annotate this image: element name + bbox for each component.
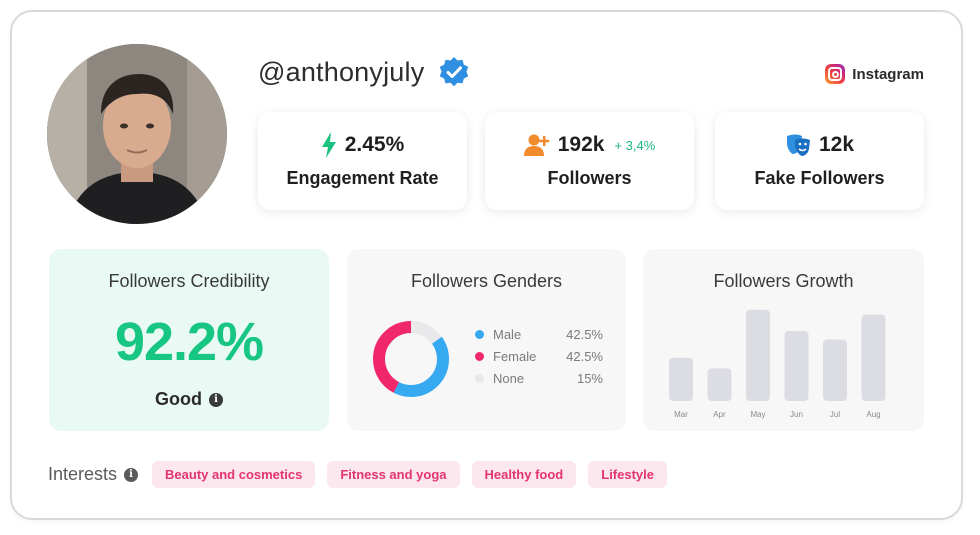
interests-row: Interests i Beauty and cosmetics Fitness… (48, 461, 679, 488)
platform-indicator: Instagram (825, 64, 924, 84)
engagement-rate-card: 2.45% Engagement Rate (258, 112, 467, 210)
interests-label: Interests (48, 464, 118, 484)
legend-item-none: None 15% (475, 367, 603, 389)
theater-masks-icon (786, 134, 810, 156)
donut-slice-female (373, 321, 449, 397)
platform-label: Instagram (852, 65, 924, 83)
none-dot (475, 373, 484, 383)
legend-label: Male (493, 326, 522, 342)
instagram-icon (825, 64, 846, 84)
interest-chip[interactable]: Beauty and cosmetics (152, 461, 316, 488)
credibility-score: 92.2% (114, 312, 264, 372)
interest-chip[interactable]: Lifestyle (588, 461, 667, 488)
profile-header: @anthonyjuly (258, 56, 470, 88)
growth-tick-label: Jun (790, 410, 803, 419)
growth-bar-chart: Mar Apr May Jun Jul Aug (669, 309, 886, 419)
growth-tick-label: May (750, 410, 765, 419)
credibility-rating: Good i (49, 389, 329, 410)
lightning-icon (321, 132, 336, 158)
avatar (47, 44, 227, 224)
interests-info-icon[interactable]: i (124, 467, 139, 482)
interest-chip[interactable]: Healthy food (471, 461, 577, 488)
growth-bar-mar (669, 357, 693, 401)
avatar-photo (47, 44, 227, 224)
female-dot (475, 351, 484, 361)
genders-title: Followers Genders (410, 271, 563, 291)
followers-label: Followers (547, 168, 632, 188)
growth-bar-jun (784, 330, 809, 401)
legend-value: 42.5% (566, 348, 603, 364)
legend-value: 15% (576, 370, 603, 386)
growth-bar-jul (823, 339, 847, 401)
verified-badge-icon (440, 57, 469, 87)
fake-followers-label: Fake Followers (754, 168, 885, 188)
info-icon[interactable]: i (209, 392, 223, 407)
credibility-rating-label: Good (155, 389, 202, 409)
growth-bar-aug (861, 314, 886, 401)
growth-bar-apr (707, 368, 732, 401)
legend-label: None (493, 370, 525, 386)
credibility-panel: Followers Credibility 92.2% Good i (49, 249, 329, 431)
genders-legend: Male 42.5% Female 42.5% None 15% (475, 323, 603, 389)
profile-handle[interactable]: @anthonyjuly (258, 56, 425, 87)
interest-chip[interactable]: Fitness and yoga (327, 461, 460, 488)
followers-value: 192k (557, 133, 605, 156)
genders-donut-chart (373, 321, 449, 397)
add-user-icon (523, 134, 549, 156)
growth-tick-label: Aug (866, 410, 880, 419)
growth-tick-label: Mar (674, 410, 688, 419)
engagement-rate-label: Engagement Rate (286, 168, 439, 188)
growth-bar-may (746, 309, 770, 401)
growth-tick-label: Apr (713, 410, 726, 419)
fake-followers-card: 12k Fake Followers (715, 112, 924, 210)
fake-followers-value: 12k (818, 133, 855, 156)
legend-value: 42.5% (566, 326, 603, 342)
followers-card: 192k + 3,4% Followers (485, 112, 694, 210)
genders-panel: Followers Genders Male 42.5% Female 42.5… (347, 249, 626, 431)
growth-title: Followers Growth (713, 271, 854, 291)
legend-item-male: Male 42.5% (475, 323, 603, 345)
legend-label: Female (493, 348, 537, 364)
donut-slice-male (373, 321, 449, 397)
male-dot (475, 329, 484, 339)
engagement-rate-value: 2.45% (344, 133, 405, 156)
growth-tick-label: Jul (830, 410, 840, 419)
legend-item-female: Female 42.5% (475, 345, 603, 367)
credibility-title: Followers Credibility (108, 271, 270, 291)
growth-panel: Followers Growth Mar Apr May Jun Jul Aug (643, 249, 924, 431)
followers-growth-delta: + 3,4% (614, 137, 656, 153)
